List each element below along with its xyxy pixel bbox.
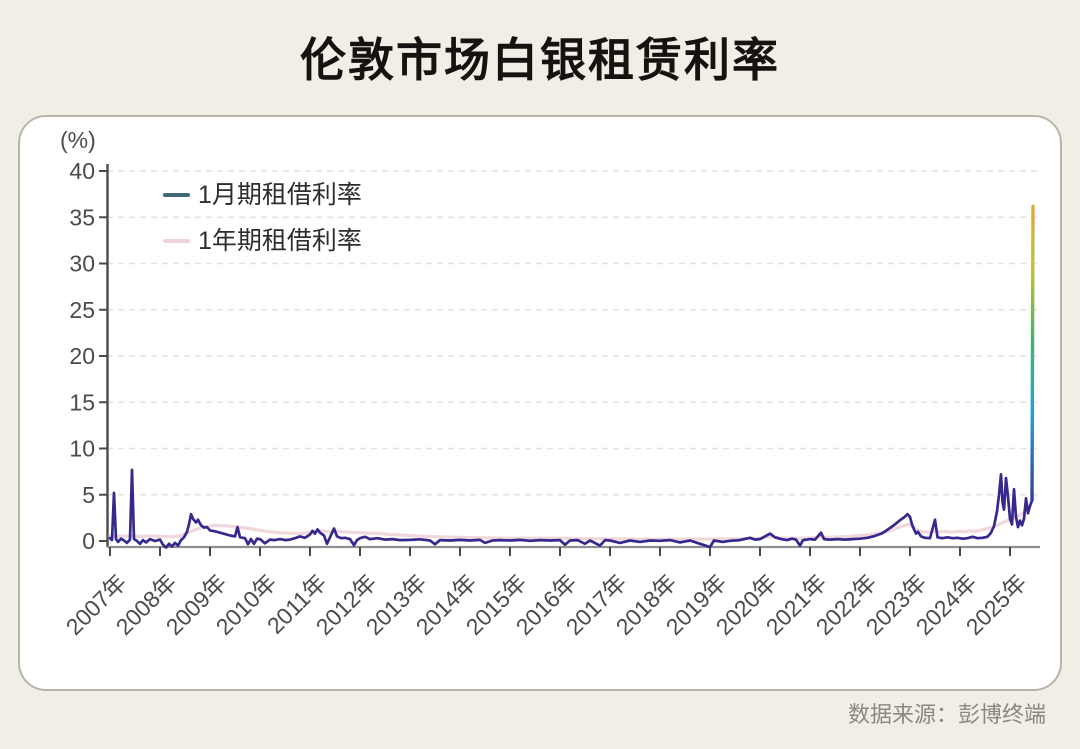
legend-swatch-1-month	[163, 193, 190, 197]
y-tick-label: 40	[69, 158, 95, 184]
one-year-rate-line	[108, 496, 1035, 541]
chart-title: 伦敦市场白银租赁利率	[300, 35, 780, 86]
legend-item-1-year: 1年期租借利率	[163, 226, 362, 256]
y-tick-label: 10	[69, 436, 95, 462]
legend-item-1-month: 1月期租借利率	[163, 180, 362, 210]
final-spike-line	[1030, 204, 1035, 502]
y-tick-label: 30	[69, 251, 95, 277]
y-tick-label: 20	[69, 343, 95, 369]
chart-legend: 1月期租借利率 1年期租借利率	[163, 180, 362, 272]
y-tick-label: 35	[69, 204, 95, 230]
legend-label-1-year: 1年期租借利率	[198, 226, 362, 255]
y-tick-label: 25	[69, 297, 95, 323]
y-axis-unit-label: (%)	[60, 127, 96, 153]
y-tick-label: 5	[82, 482, 95, 508]
legend-swatch-1-year	[163, 239, 190, 243]
data-source-note: 数据来源：彭博终端	[847, 702, 1046, 727]
legend-label-1-month: 1月期租借利率	[198, 180, 362, 209]
y-tick-label: 15	[69, 389, 95, 415]
y-tick-label: 0	[82, 528, 95, 554]
one-month-rate-line	[108, 468, 1034, 549]
